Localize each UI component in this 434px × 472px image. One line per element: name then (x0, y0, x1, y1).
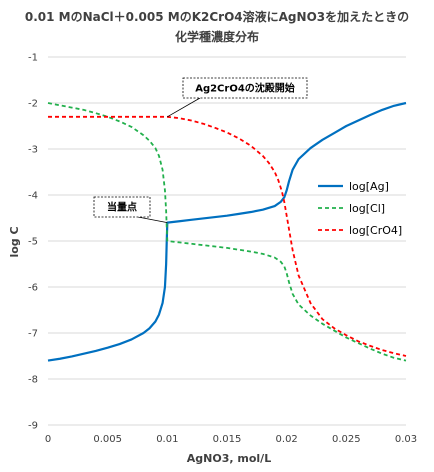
y-tick-label: -3 (28, 145, 38, 156)
gridlines (48, 56, 406, 426)
y-tick-label: -9 (28, 421, 38, 432)
y-tick-label: -8 (28, 375, 38, 386)
x-tick-label: 0.01 (156, 434, 178, 445)
x-tick-label: 0.02 (276, 434, 298, 445)
legend: log[Ag] log[Cl] log[CrO4] (318, 180, 402, 237)
x-tick-label: 0.005 (93, 434, 122, 445)
callout-leader (137, 216, 168, 223)
y-tick-label: -2 (28, 99, 38, 110)
x-tick-label: 0 (45, 434, 51, 445)
x-tick-labels: 0 0.005 0.01 0.015 0.02 0.025 0.03 (45, 434, 417, 445)
y-tick-label: -5 (28, 237, 38, 248)
legend-label: log[Cl] (349, 202, 385, 215)
callout-leader (167, 97, 201, 118)
callout-box (93, 196, 151, 218)
x-tick-label: 0.015 (213, 434, 242, 445)
y-tick-label: -7 (28, 329, 38, 340)
y-tick-label: -1 (28, 53, 38, 64)
y-tick-label: -6 (28, 283, 38, 294)
series-line-1 (47, 102, 407, 362)
series-line-0 (47, 101, 407, 362)
series-line-2 (48, 115, 407, 357)
chart-title-line1: 0.01 MのNaCl＋0.005 MのK2CrO4溶液にAgNO3を加えたとき… (25, 9, 409, 24)
legend-label: log[CrO4] (349, 224, 402, 237)
y-tick-label: -4 (28, 191, 38, 202)
callout-label: 当量点 (107, 201, 137, 214)
x-axis-title: AgNO3, mol/L (187, 452, 271, 465)
callout-box (182, 77, 308, 99)
callout-label: Ag2CrO4の沈殿開始 (195, 82, 295, 95)
x-tick-label: 0.03 (395, 434, 417, 445)
legend-label: log[Ag] (349, 180, 389, 193)
y-tick-labels: -1 -2 -3 -4 -5 -6 -7 -8 -9 (28, 53, 38, 432)
x-tick-label: 0.025 (332, 434, 361, 445)
y-axis-title: log C (8, 226, 21, 257)
chart-title-line2: 化学種濃度分布 (175, 29, 259, 44)
plot-series (47, 101, 407, 362)
